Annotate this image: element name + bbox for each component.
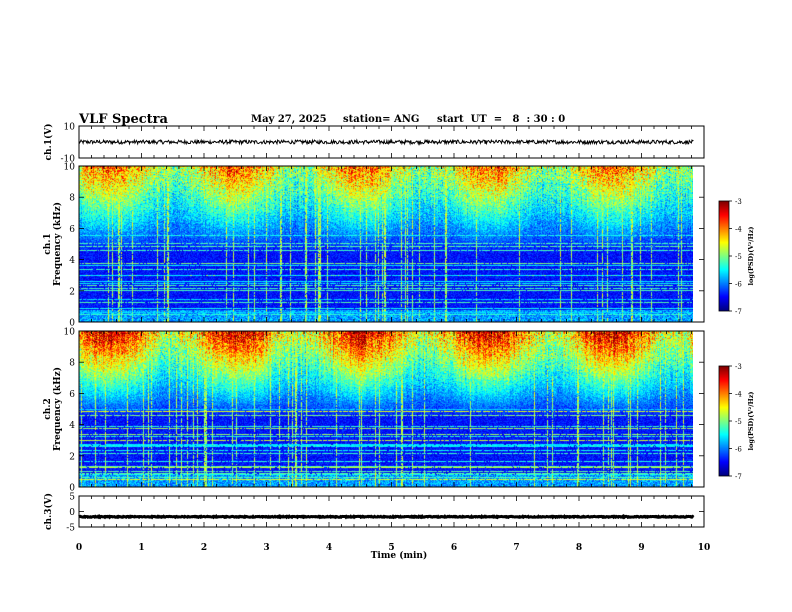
ch2-spectrogram-ytick-label: 10 xyxy=(64,328,76,338)
colorbar-tick-label: -7 xyxy=(735,473,742,481)
figure-title: VLF Spectra xyxy=(79,112,168,127)
colorbar-tick-label: -5 xyxy=(735,418,742,426)
ch2-spectrogram-ytick-label: 0 xyxy=(69,484,75,494)
ch1-spectrogram-image xyxy=(79,166,693,322)
ch2-spectrogram-panel: 0 2 4 6 8 10 ch.2 Frequency (kHz) xyxy=(43,328,705,494)
colorbar-tick-label: -4 xyxy=(735,391,742,399)
ch2-colorbar xyxy=(719,366,729,476)
ch1-spectrogram-ytick-label: 4 xyxy=(69,256,75,266)
ch3-waveform-panel: 5 0 -5 ch.3(V) xyxy=(43,493,705,534)
colorbar-tick-label: -5 xyxy=(735,253,742,261)
ch1-colorbar xyxy=(719,201,729,311)
ch1-spectrogram-ytick-label: 8 xyxy=(69,194,75,204)
ch2-spectrogram-ylabel-channel: ch.2 xyxy=(43,398,53,419)
ch3-waveform-ytick-label: 5 xyxy=(69,493,75,503)
ch1-spectrogram-frame xyxy=(78,165,705,323)
x-tick-label: 7 xyxy=(513,543,519,553)
station-label: station= ANG xyxy=(343,114,420,125)
colorbar-tick-label: -6 xyxy=(735,446,742,454)
ch3-waveform-ytick-label: -5 xyxy=(66,524,75,534)
x-tick-label: 4 xyxy=(326,543,332,553)
observation-date: May 27, 2025 xyxy=(251,114,327,125)
colorbar-tick-label: -4 xyxy=(735,226,742,234)
ch2-spectrogram-ytick-label: 8 xyxy=(69,359,75,369)
x-axis-label: Time (min) xyxy=(371,550,428,561)
x-tick-label: 10 xyxy=(698,543,711,553)
ch1-spectrogram-ylabel-channel: ch.1 xyxy=(43,233,53,254)
ch2-spectrogram-ylabel-frequency: Frequency (kHz) xyxy=(52,367,63,451)
ch1-waveform-panel: 10 -10 ch.1(V) xyxy=(43,123,705,165)
ch1-spectrogram-ytick-label: 0 xyxy=(69,319,75,329)
ch3-waveform-ylabel: ch.3(V) xyxy=(43,493,54,530)
colorbar-frame xyxy=(718,200,730,312)
x-tick-label: 1 xyxy=(138,543,144,553)
colorbar-label: log(PSD)(V²/Hz) xyxy=(747,392,755,451)
colorbar-tick-label: -6 xyxy=(735,281,742,289)
ch1-waveform-ylabel: ch.1(V) xyxy=(43,124,54,161)
ch1-spectrogram-ytick-label: 10 xyxy=(64,163,76,173)
x-tick-label: 8 xyxy=(576,543,582,553)
ch2-colorbar-axis: -3 -4 -5 -6 -7 log(PSD)(V²/Hz) xyxy=(718,363,755,481)
colorbar-tick-label: -3 xyxy=(735,198,742,206)
ch3-waveform-ytick-label: 0 xyxy=(69,508,75,518)
x-tick-label: 2 xyxy=(201,543,207,553)
ch3-waveform-trace xyxy=(78,513,695,520)
ch1-waveform-ytick-label: 10 xyxy=(64,123,76,133)
x-tick-label: 3 xyxy=(263,543,269,553)
ch1-waveform-ytick-label: -10 xyxy=(61,155,76,165)
ch1-spectrogram-ytick-label: 6 xyxy=(69,225,75,235)
time-axis: 0 1 2 3 4 5 6 7 8 9 10 Time (min) xyxy=(76,543,710,561)
colorbar-tick-label: -3 xyxy=(735,363,742,371)
colorbar-label: log(PSD)(V²/Hz) xyxy=(747,227,755,286)
x-tick-label: 9 xyxy=(638,543,644,553)
ch2-spectrogram-ytick-label: 2 xyxy=(69,452,75,462)
x-tick-label: 0 xyxy=(76,543,82,553)
ch1-spectrogram-ylabel-frequency: Frequency (kHz) xyxy=(52,202,63,286)
ch2-spectrogram-ytick-label: 6 xyxy=(69,390,75,400)
ch1-spectrogram-ytick-label: 2 xyxy=(69,287,75,297)
ch1-spectrogram-panel: 0 2 4 6 8 10 ch.1 Frequency (kHz) xyxy=(43,163,705,329)
ch1-colorbar-axis: -3 -4 -5 -6 -7 log(PSD)(V²/Hz) xyxy=(718,198,755,316)
ch1-waveform-trace xyxy=(78,138,694,146)
colorbar-frame xyxy=(718,365,730,477)
ch2-spectrogram-image xyxy=(79,331,693,487)
ch2-spectrogram-frame xyxy=(78,330,705,488)
start-time-label: start UT = 8 : 30 : 0 xyxy=(437,114,566,125)
x-tick-label: 6 xyxy=(451,543,457,553)
colorbar-tick-label: -7 xyxy=(735,308,742,316)
x-tick-label: 5 xyxy=(388,543,394,553)
ch2-spectrogram-ytick-label: 4 xyxy=(69,421,75,431)
